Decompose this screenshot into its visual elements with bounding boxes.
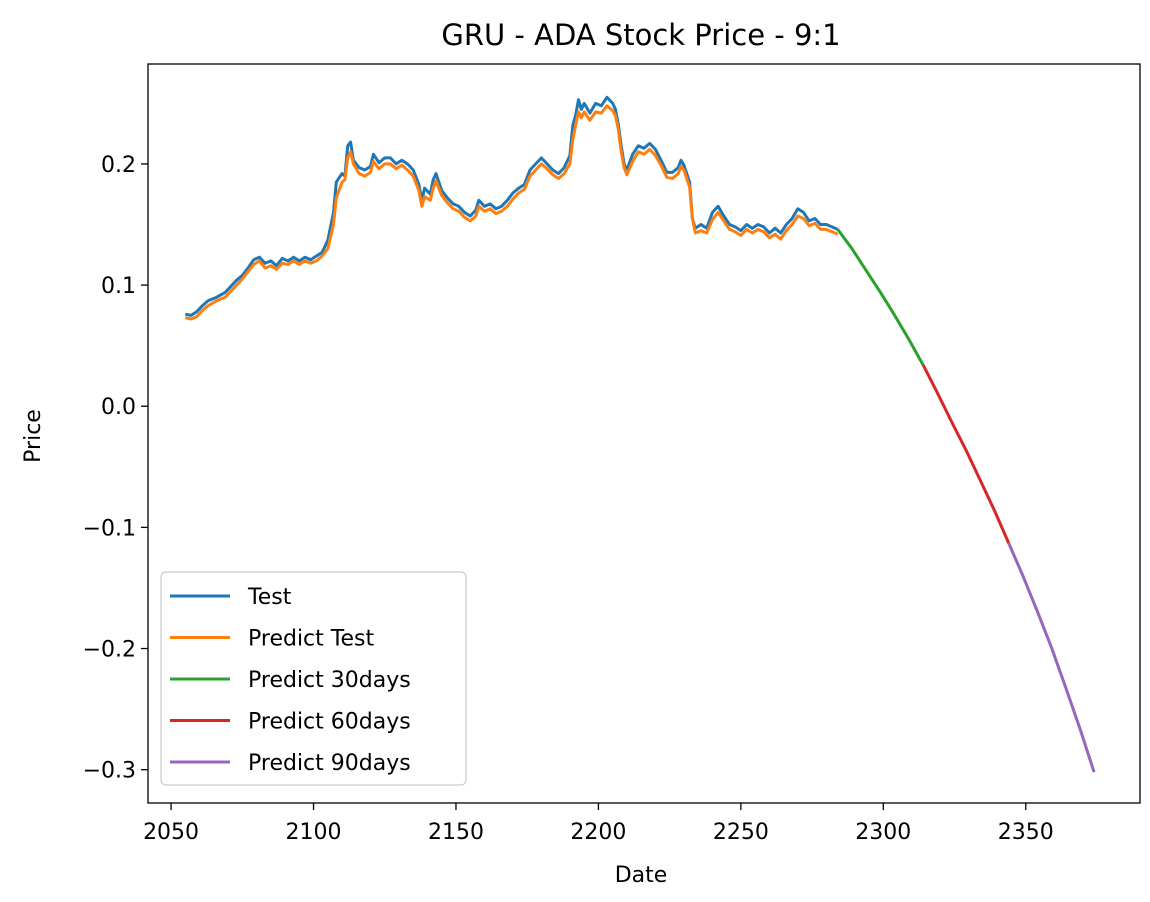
y-tick-label: −0.2 xyxy=(83,638,136,663)
legend-entry-label: Predict 30days xyxy=(248,668,411,693)
y-axis: −0.3 −0.2 −0.1 0.0 0.1 0.2 xyxy=(83,153,148,784)
y-tick-label: −0.1 xyxy=(83,516,136,541)
x-tick-label: 2100 xyxy=(286,820,342,845)
series-line-0 xyxy=(184,95,839,317)
legend-entry-label: Predict 60days xyxy=(248,710,411,735)
series-line-1 xyxy=(184,104,839,321)
x-axis: 2050 2100 2150 2200 2250 2300 2350 xyxy=(143,803,1054,845)
legend: Test Predict Test Predict 30days Predict 60… xyxy=(160,571,467,786)
legend-entry-label: Test xyxy=(247,585,292,610)
series-line-2 xyxy=(836,228,925,366)
plot-frame xyxy=(147,63,1141,804)
legend-entry-label: Predict Test xyxy=(248,627,374,652)
x-tick-label: 2250 xyxy=(713,820,769,845)
x-axis-label: Date xyxy=(615,863,668,888)
x-tick-label: 2350 xyxy=(998,820,1054,845)
y-tick-label: 0.0 xyxy=(101,395,136,420)
x-tick-label: 2300 xyxy=(855,820,911,845)
y-tick-label: 0.1 xyxy=(101,274,136,299)
x-tick-label: 2050 xyxy=(143,820,199,845)
y-tick-label: 0.2 xyxy=(101,153,136,178)
series-layer xyxy=(184,95,1096,773)
series-line-3 xyxy=(921,364,1011,544)
x-tick-label: 2150 xyxy=(428,820,484,845)
x-tick-label: 2200 xyxy=(570,820,626,845)
legend-box xyxy=(160,571,467,786)
chart-title: GRU - ADA Stock Price - 9:1 xyxy=(441,18,840,52)
y-axis-label: Price xyxy=(21,409,46,463)
series-line-4 xyxy=(1007,542,1096,773)
y-tick-label: −0.3 xyxy=(83,759,136,784)
legend-entry-label: Predict 90days xyxy=(248,751,411,776)
